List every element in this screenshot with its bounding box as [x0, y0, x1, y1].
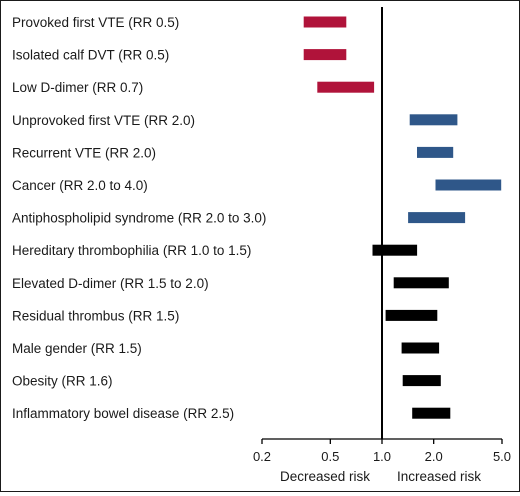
row-label-inflammatory-bowel-disease: Inflammatory bowel disease (RR 2.5): [12, 406, 234, 421]
row-label-residual-thrombus: Residual thrombus (RR 1.5): [12, 308, 179, 323]
row-label-antiphospholipid-syndrome: Antiphospholipid syndrome (RR 2.0 to 3.0…: [12, 211, 266, 226]
bar-unprovoked-first-vte: [409, 114, 458, 126]
x-tick-label: 1.0: [373, 449, 391, 464]
row-label-isolated-calf-dvt: Isolated calf DVT (RR 0.5): [12, 48, 169, 63]
row-label-unprovoked-first-vte: Unprovoked first VTE (RR 2.0): [12, 113, 195, 128]
bar-hereditary-thrombophilia: [372, 244, 418, 256]
xlabel-increased-risk: Increased risk: [397, 469, 481, 484]
bars-layer: [303, 16, 502, 419]
row-labels-layer: Provoked first VTE (RR 0.5) Isolated calf…: [12, 15, 266, 421]
row-label-obesity: Obesity (RR 1.6): [12, 374, 113, 389]
bar-isolated-calf-dvt: [303, 49, 347, 61]
row-label-hereditary-thrombophilia: Hereditary thrombophilia (RR 1.0 to 1.5): [12, 243, 251, 258]
xlabel-decreased-risk: Decreased risk: [280, 469, 370, 484]
x-axis: 0.2 0.5 1.0 2.0 5.0 Decreased risk Increased r…: [253, 7, 511, 484]
bar-male-gender: [401, 342, 440, 354]
row-label-provoked-first-vte: Provoked first VTE (RR 0.5): [12, 15, 179, 30]
x-tick-label: 0.5: [321, 449, 339, 464]
row-label-elevated-d-dimer: Elevated D-dimer (RR 1.5 to 2.0): [12, 276, 209, 291]
row-label-male-gender: Male gender (RR 1.5): [12, 341, 142, 356]
bar-residual-thrombus: [385, 309, 438, 321]
x-tick-label: 0.2: [253, 449, 271, 464]
bar-provoked-first-vte: [303, 16, 347, 28]
x-tick-label: 5.0: [493, 449, 511, 464]
bar-recurrent-vte: [417, 146, 454, 158]
bar-antiphospholipid-syndrome: [408, 212, 466, 224]
row-label-cancer: Cancer (RR 2.0 to 4.0): [12, 178, 148, 193]
row-label-low-d-dimer: Low D-dimer (RR 0.7): [12, 80, 143, 95]
bar-elevated-d-dimer: [393, 277, 449, 289]
bar-cancer: [435, 179, 502, 191]
x-tick-label: 2.0: [425, 449, 443, 464]
bar-obesity: [402, 375, 441, 387]
row-label-recurrent-vte: Recurrent VTE (RR 2.0): [12, 145, 156, 160]
bar-inflammatory-bowel-disease: [412, 407, 451, 419]
bar-low-d-dimer: [317, 81, 375, 93]
